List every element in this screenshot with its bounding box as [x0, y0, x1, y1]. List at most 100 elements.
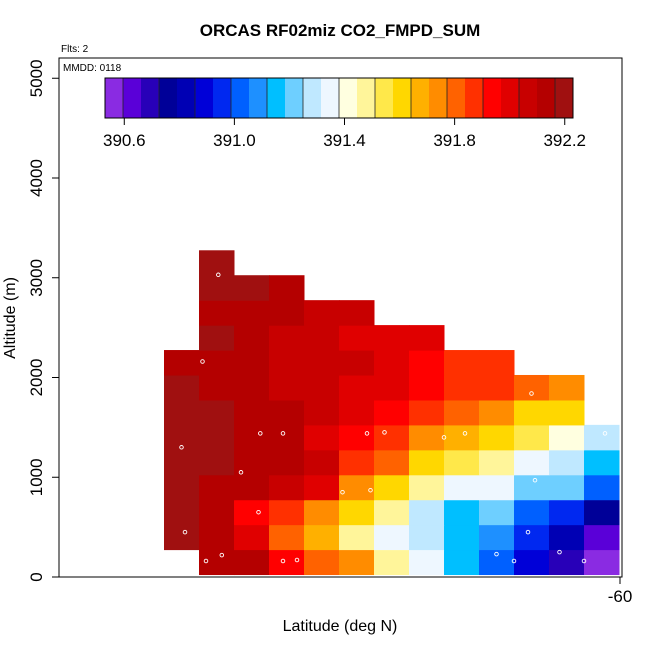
y-axis: 0 1000 2000 3000 4000 5000 — [27, 59, 60, 582]
y-tick-label: 1000 — [27, 458, 46, 496]
heatmap-cell — [269, 524, 305, 551]
chart-title: ORCAS RF02miz CO2_FMPD_SUM — [200, 21, 481, 40]
heatmap-cell — [339, 399, 375, 426]
heatmap-cell — [164, 350, 200, 376]
y-tick-label: 3000 — [27, 259, 46, 297]
heatmap-cell — [164, 474, 200, 501]
heatmap-cell — [444, 524, 480, 551]
colorbar-tick-label: 391.0 — [213, 131, 256, 150]
y-tick-label: 4000 — [27, 159, 46, 197]
colorbar-swatch — [411, 78, 430, 118]
heatmap-cell — [269, 300, 305, 326]
heatmap-cell — [479, 524, 515, 551]
colorbar-swatch — [177, 78, 196, 118]
heatmap-cell — [269, 399, 305, 426]
heatmap-cell — [304, 300, 340, 326]
sample-point — [364, 431, 370, 436]
sample-point — [256, 509, 261, 515]
colorbar-swatch — [357, 78, 376, 118]
heatmap-cell — [304, 325, 340, 351]
heatmap-cell — [199, 399, 235, 426]
sample-point — [203, 558, 209, 564]
heatmap-cell — [164, 449, 200, 476]
sample-point — [511, 558, 517, 564]
sample-point — [532, 477, 538, 483]
heatmap-cell — [374, 424, 410, 451]
heatmap-cell — [304, 424, 340, 451]
colorbar-swatch — [429, 78, 448, 118]
colorbar-swatch — [447, 78, 466, 118]
heatmap-cell — [304, 549, 340, 576]
colorbar-swatch — [375, 78, 394, 118]
heatmap-cell — [199, 275, 235, 301]
heatmap-cell — [234, 275, 270, 301]
heatmap-cell — [304, 399, 340, 426]
heatmap-cell — [164, 424, 200, 451]
heatmap-cell — [339, 499, 375, 526]
colorbar-ticks: 390.6 391.0 391.4 391.8 392.2 — [103, 118, 586, 150]
date-note: MMDD: 0118 — [63, 63, 122, 74]
heatmap-cell — [234, 399, 270, 426]
heatmap-cell — [549, 524, 585, 551]
colorbar-swatch — [393, 78, 412, 118]
colorbar-swatch — [105, 78, 124, 118]
colorbar-swatch — [159, 78, 178, 118]
heatmap-cell — [199, 449, 235, 476]
heatmap-cell — [479, 399, 515, 426]
sample-point — [602, 431, 608, 436]
heatmap-cell — [304, 499, 340, 526]
heatmap-cell — [339, 350, 375, 376]
y-tick-label: 5000 — [27, 59, 46, 97]
heatmap-cells — [164, 250, 620, 576]
heatmap-cell — [304, 374, 340, 401]
sample-point — [280, 558, 286, 564]
colorbar-swatch — [339, 78, 358, 118]
heatmap-cell — [444, 350, 480, 376]
heatmap-cell — [584, 524, 620, 551]
heatmap-cell — [374, 374, 410, 401]
heatmap-cell — [479, 549, 515, 576]
heatmap-cell — [549, 374, 585, 401]
colorbar-swatch — [537, 78, 556, 118]
heatmap-cell — [199, 374, 235, 401]
heatmap-cell — [374, 499, 410, 526]
heatmap-cell — [164, 524, 200, 551]
heatmap-cell — [374, 325, 410, 351]
colorbar-swatch — [249, 78, 268, 118]
heatmap-cell — [234, 300, 270, 326]
colorbar-tick-label: 391.8 — [433, 131, 476, 150]
sample-point — [494, 551, 499, 557]
colorbar-tick-label: 390.6 — [103, 131, 146, 150]
heatmap-cell — [479, 424, 515, 451]
heatmap-cell — [584, 449, 620, 476]
colorbar-swatch — [213, 78, 232, 118]
heatmap-cell — [269, 449, 305, 476]
heatmap-cell — [409, 424, 445, 451]
heatmap-cell — [514, 524, 550, 551]
heatmap-cell — [304, 524, 340, 551]
sample-point — [525, 529, 531, 535]
colorbar-swatch — [231, 78, 250, 118]
colorbar-swatch — [123, 78, 142, 118]
colorbar-swatch — [267, 78, 286, 118]
heatmap-cell — [584, 499, 620, 526]
sample-point — [529, 391, 534, 396]
heatmap-cell — [374, 350, 410, 376]
heatmap-cell — [584, 474, 620, 501]
heatmap-cell — [199, 300, 235, 326]
heatmap-cell — [199, 250, 235, 276]
heatmap-cell — [304, 449, 340, 476]
heatmap-cell — [409, 449, 445, 476]
colorbar-tick-label: 391.4 — [323, 131, 366, 150]
sample-points — [179, 272, 608, 564]
colorbar-swatch — [555, 78, 574, 118]
heatmap-cell — [549, 449, 585, 476]
heatmap-cell — [269, 350, 305, 376]
colorbar-swatch — [501, 78, 520, 118]
heatmap-cell — [304, 474, 340, 501]
heatmap-cell — [164, 499, 200, 526]
heatmap-cell — [199, 499, 235, 526]
heatmap-cell — [339, 374, 375, 401]
heatmap-cell — [234, 374, 270, 401]
